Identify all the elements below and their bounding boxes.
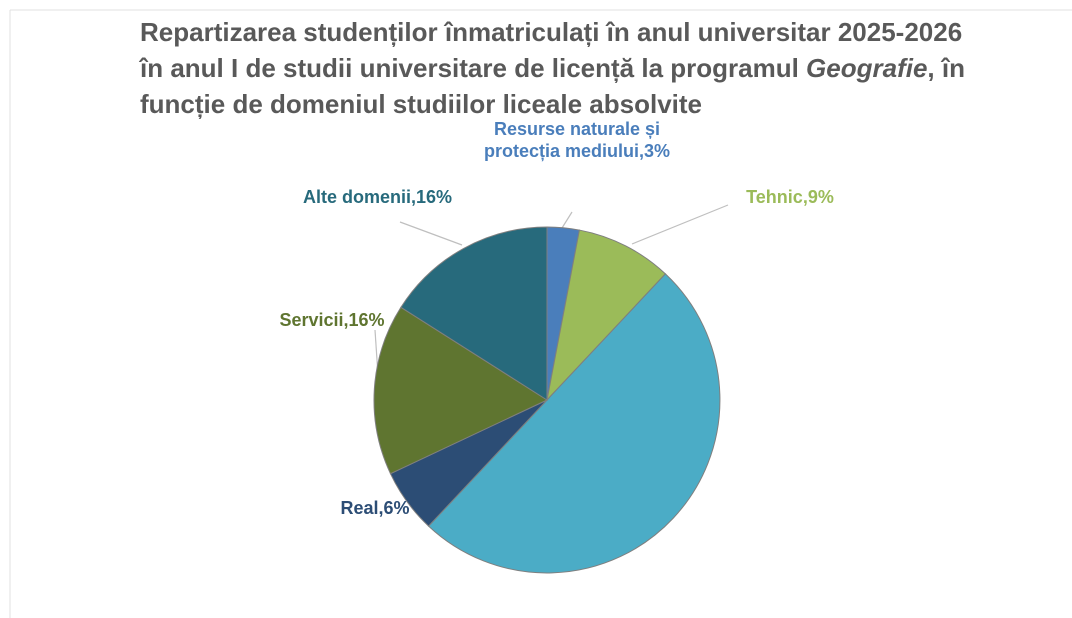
data-label: Alte domenii,16%	[302, 187, 453, 207]
data-label: Servicii,16%	[279, 310, 385, 330]
pie-slice	[373, 306, 549, 475]
title-italic: Geografie	[806, 53, 928, 83]
pie	[373, 226, 721, 574]
data-label: Tehnic,9%	[746, 187, 834, 207]
pie-slice	[546, 229, 667, 402]
chart-title: Repartizarea studenților înmatriculați î…	[140, 14, 990, 122]
data-label: Real,6%	[340, 498, 410, 518]
leader-lines	[374, 204, 729, 376]
title-text: , în funcție de domeniul studiilor licea…	[140, 53, 965, 119]
data-label: Resurse naturale și protecția mediului,3…	[483, 119, 671, 161]
title-text: Repartizarea studenților înmatriculați î…	[140, 17, 963, 83]
pie-slice	[427, 273, 721, 574]
pie-slice	[400, 226, 548, 401]
